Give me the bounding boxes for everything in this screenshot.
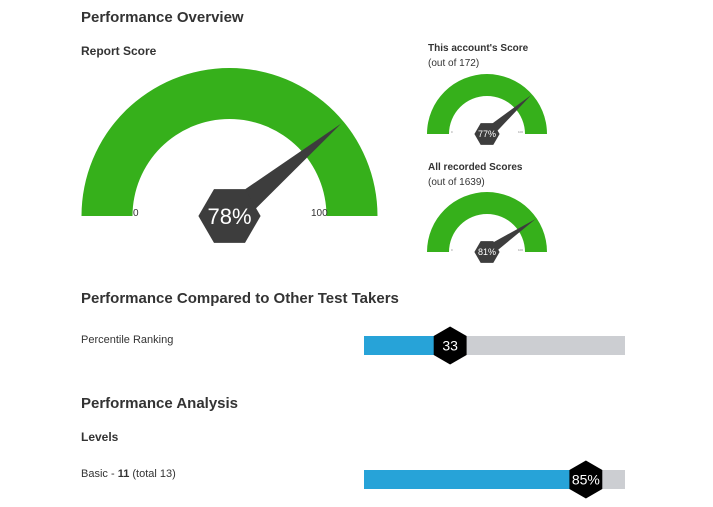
report-gauge-arc [81,68,378,216]
percentile-bar-badge [433,326,467,365]
basic-level-bar-value-text: 85% [572,472,600,488]
all-scores-gauge-value-text: 81% [478,247,496,257]
account-gauge-value-text: 77% [478,129,496,139]
basic-level-label: Basic - 11 (total 13) [81,468,176,480]
report-min-label: 0 [133,208,139,219]
analysis-title: Performance Analysis [81,395,239,412]
account-gauge-arc [427,74,547,134]
all-scores-gauge-min-label: 0 [451,248,453,252]
account-gauge-max-label: 100 [518,130,523,134]
level-total: (total 13) [129,468,176,480]
basic-level-bar-badge [569,460,603,499]
report-max-label: 100 [311,208,328,219]
report-score-label: Report Score [81,44,157,58]
account-score-sub: (out of 172) [428,58,480,69]
percentile-bar-fill [364,336,451,355]
compare-title: Performance Compared to Other Test Taker… [81,290,399,307]
overview-title: Performance Overview [81,9,244,26]
percentile-bar-value-text: 33 [442,338,458,354]
all-scores-gauge-needle [483,218,536,257]
all-scores-gauge-value-badge [474,241,500,263]
all-scores-label: All recorded Scores [428,162,523,173]
report-gauge-value-badge [198,189,261,243]
all-scores-sub: (out of 1639) [428,177,485,188]
level-count: 11 [117,468,130,480]
all-scores-gauge-max-label: 100 [518,248,523,252]
all-scores-gauge-arc [427,192,547,252]
account-score-label: This account's Score [428,43,529,54]
levels-title: Levels [81,430,119,444]
report-gauge-value-text: 78% [207,204,251,229]
percentile-label: Percentile Ranking [81,334,174,346]
account-gauge-value-badge [474,123,500,145]
level-name: Basic - [81,468,118,480]
account-gauge-min-label: 0 [451,130,453,134]
basic-level-bar-fill [364,470,586,489]
